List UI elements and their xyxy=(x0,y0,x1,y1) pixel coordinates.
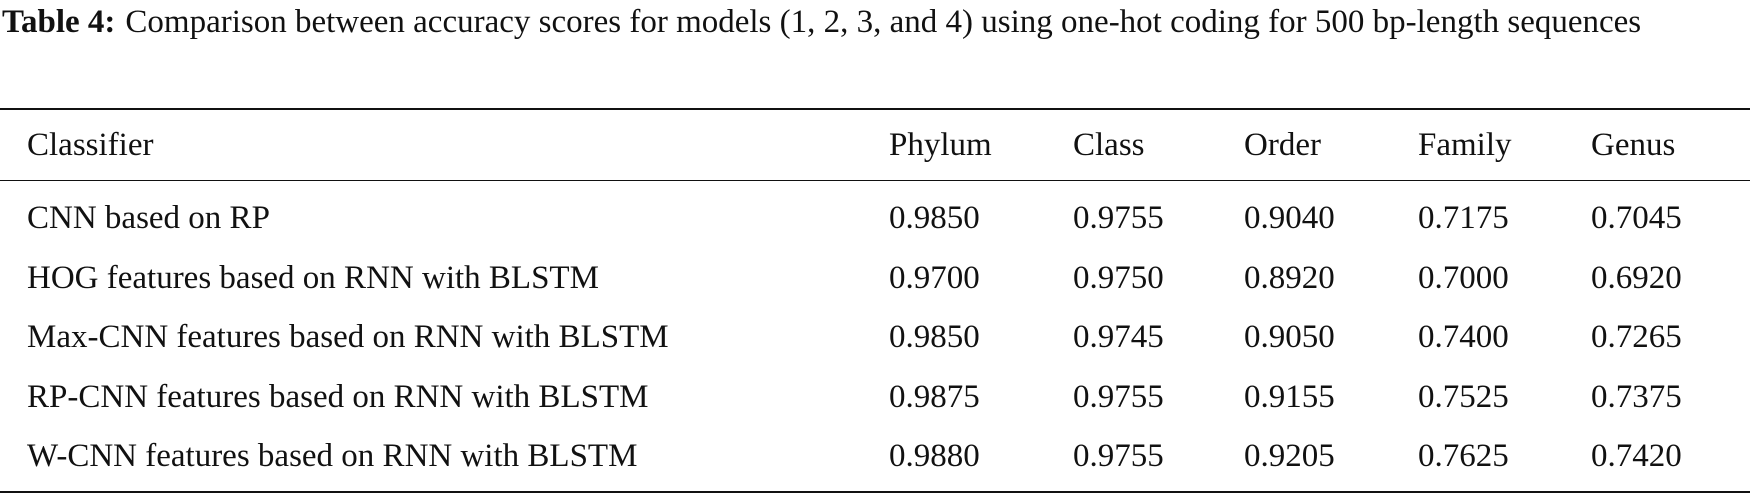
score-cell: 0.8920 xyxy=(1244,259,1335,296)
caption-label: Table 4: xyxy=(2,4,116,40)
classifier-cell: RP-CNN features based on RNN with BLSTM xyxy=(27,378,649,415)
header-cell: Phylum xyxy=(889,127,992,163)
header-cell: Classifier xyxy=(27,127,154,163)
classifier-cell: Max-CNN features based on RNN with BLSTM xyxy=(27,319,669,355)
top-rule xyxy=(0,108,1750,110)
score-cell: 0.6920 xyxy=(1591,259,1682,296)
header-rule xyxy=(0,180,1750,181)
score-cell: 0.7000 xyxy=(1418,259,1509,296)
score-cell: 0.7400 xyxy=(1418,319,1509,355)
header-cell: Genus xyxy=(1591,127,1676,163)
header-cell: Family xyxy=(1418,127,1512,163)
classifier-cell: W-CNN features based on RNN with BLSTM xyxy=(27,438,638,474)
score-cell: 0.7175 xyxy=(1418,200,1509,236)
score-cell: 0.7420 xyxy=(1591,438,1682,474)
score-cell: 0.9875 xyxy=(889,378,980,415)
caption-text: Comparison between accuracy scores for m… xyxy=(125,4,1642,40)
score-cell: 0.9755 xyxy=(1073,438,1164,474)
classifier-cell: CNN based on RP xyxy=(27,200,270,236)
score-cell: 0.9755 xyxy=(1073,378,1164,415)
header-cell: Class xyxy=(1073,127,1145,163)
classifier-cell: HOG features based on RNN with BLSTM xyxy=(27,259,599,296)
score-cell: 0.9040 xyxy=(1244,200,1335,236)
score-cell: 0.9880 xyxy=(889,438,980,474)
score-cell: 0.9205 xyxy=(1244,438,1335,474)
score-cell: 0.9850 xyxy=(889,319,980,355)
score-cell: 0.9745 xyxy=(1073,319,1164,355)
score-cell: 0.7625 xyxy=(1418,438,1509,474)
score-cell: 0.7525 xyxy=(1418,378,1509,415)
table-caption: Table 4: Comparison between accuracy scor… xyxy=(2,2,1750,43)
header-cell: Order xyxy=(1244,127,1321,163)
score-cell: 0.7045 xyxy=(1591,200,1682,236)
score-cell: 0.9155 xyxy=(1244,378,1335,415)
score-cell: 0.7265 xyxy=(1591,319,1682,355)
score-cell: 0.9850 xyxy=(889,200,980,236)
score-cell: 0.9750 xyxy=(1073,259,1164,296)
score-cell: 0.9755 xyxy=(1073,200,1164,236)
bottom-rule xyxy=(0,491,1750,493)
score-cell: 0.9700 xyxy=(889,259,980,296)
score-cell: 0.9050 xyxy=(1244,319,1335,355)
score-cell: 0.7375 xyxy=(1591,378,1682,415)
